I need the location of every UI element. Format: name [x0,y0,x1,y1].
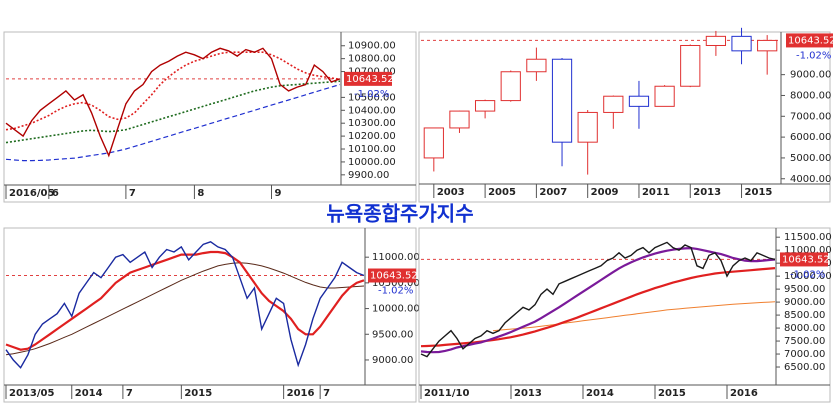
y-tick-label: 5000.00 [790,153,831,164]
candle-body [500,71,521,102]
y-tick-label: 9000.00 [790,70,831,81]
price-tag: 10643.52 [788,35,833,46]
candle-body [551,58,573,143]
candle-body [731,35,752,52]
candle-body [680,44,701,87]
change-label: -1.02% [378,285,413,296]
y-tick-label: 9000.00 [372,355,413,366]
y-tick-label: 10800.00 [348,54,396,65]
y-tick-label: 9900.00 [348,170,389,181]
y-tick-label: 11000.00 [784,245,832,256]
panel-frame [3,31,417,203]
page-title: 뉴욕종합주가지수 [326,202,473,226]
x-tick-label: 2013 [693,187,721,198]
y-tick-label: 8000.00 [790,90,831,101]
y-tick-label: 9000.00 [784,297,825,308]
y-tick-label: 7500.00 [784,336,825,347]
x-tick-label: 6 [52,188,59,199]
x-tick-label: 7 [129,188,136,199]
y-tick-label: 6000.00 [790,132,831,143]
candle-body [654,85,675,107]
x-tick-label: 2015 [184,388,212,399]
x-tick-label: 2014 [586,388,614,399]
candle-body [423,127,444,159]
y-tick-label: 10900.00 [348,41,396,52]
candle-body [628,95,650,107]
price-line [420,241,776,358]
x-tick-label: 2015 [745,187,773,198]
candle-body [474,100,496,112]
change-label: -1.02% [796,50,831,61]
y-tick-label: 4000.00 [790,174,831,185]
y-tick-label: 11000.00 [372,252,420,263]
y-tick-label: 10200.00 [348,131,396,142]
y-tick-label: 8000.00 [784,323,825,334]
price-tag: 10643.52 [370,270,418,281]
y-tick-label: 9500.00 [372,329,413,340]
x-tick-label: 8 [197,188,204,199]
x-tick-label: 2009 [591,187,619,198]
price-tag-bg [786,33,833,48]
price-line [5,47,341,158]
y-tick-label: 10000.00 [372,304,420,315]
change-label: -1.02% [354,89,389,100]
candle-body [449,110,470,129]
x-tick-label: 2005 [488,187,516,198]
y-tick-label: 10400.00 [348,105,396,116]
candle-body [603,95,624,113]
x-tick-label: 2013/05 [9,388,54,399]
price-line [5,241,365,369]
price-line [5,51,341,131]
price-line [492,301,776,332]
candle-body [577,111,598,143]
y-tick-label: 10500.00 [372,278,420,289]
y-tick-label: 10000.00 [348,157,396,168]
panel-frame [3,227,417,403]
y-tick-label: 7000.00 [784,349,825,360]
y-tick-label: 10500.00 [348,92,396,103]
candle-body [526,58,547,73]
y-tick-label: 8500.00 [784,310,825,321]
price-tag: 10643.52 [346,74,394,85]
x-tick-label: 2016 [287,388,315,399]
x-tick-label: 2016/05 [9,188,54,199]
price-tag-bg [344,71,392,86]
panel-frame [418,31,831,203]
x-tick-label: 2015 [658,388,686,399]
y-tick-label: 10100.00 [348,144,396,155]
x-tick-label: 7 [323,388,330,399]
x-tick-label: 2007 [539,187,567,198]
x-tick-label: 2014 [75,388,103,399]
y-tick-label: 7000.00 [790,111,831,122]
price-tag-bg [368,268,416,283]
x-tick-label: 2013 [514,388,542,399]
x-tick-label: 2003 [437,187,465,198]
price-line [5,80,341,144]
x-tick-label: 2011 [642,187,670,198]
y-tick-label: 11500.00 [784,232,832,243]
price-line [5,262,365,356]
candle-body [705,35,727,46]
candle-body [757,39,778,52]
x-tick-label: 9 [274,188,281,199]
change-label: -1.02% [790,269,825,280]
x-tick-label: 2011/10 [424,388,469,399]
x-tick-label: 7 [126,388,133,399]
price-line [5,83,341,162]
y-tick-label: 10000.00 [784,271,832,282]
x-tick-label: 2016 [730,388,758,399]
price-tag: 10643.52 [782,254,830,265]
y-tick-label: 6500.00 [784,362,825,373]
y-tick-label: 10300.00 [348,118,396,129]
y-tick-label: 9500.00 [784,284,825,295]
price-tag-bg [780,252,828,267]
